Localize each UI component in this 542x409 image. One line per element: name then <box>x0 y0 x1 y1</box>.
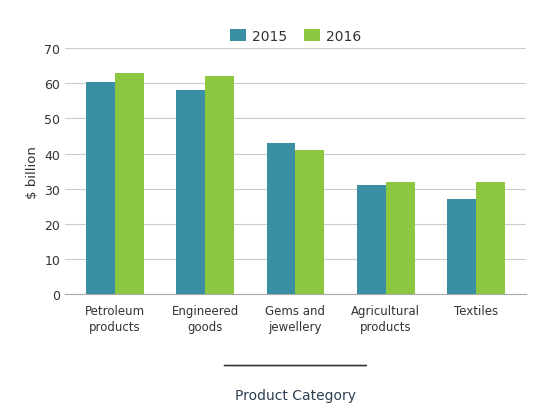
Bar <box>386 182 415 294</box>
Bar <box>86 82 115 294</box>
Bar <box>205 77 234 294</box>
Bar <box>447 200 476 294</box>
Bar <box>176 91 205 294</box>
Bar <box>357 186 386 294</box>
Bar <box>295 151 324 294</box>
Y-axis label: $ billion: $ billion <box>25 146 38 198</box>
Bar <box>267 144 295 294</box>
Text: Product Category: Product Category <box>235 388 356 402</box>
Bar <box>476 182 505 294</box>
Bar <box>115 74 144 294</box>
Legend: 2015, 2016: 2015, 2016 <box>224 24 367 49</box>
